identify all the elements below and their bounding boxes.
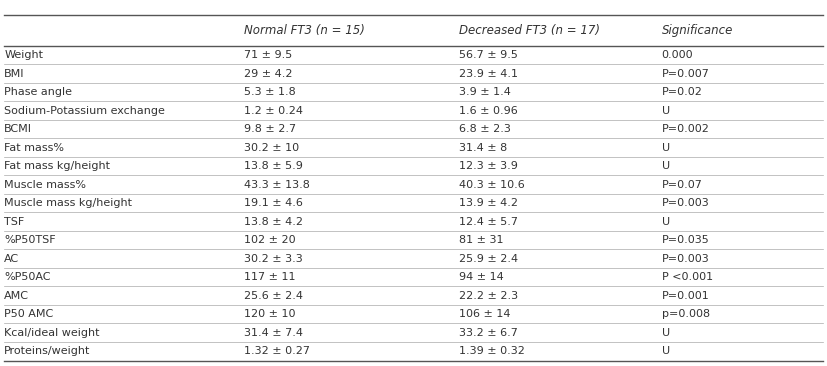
- Text: 23.9 ± 4.1: 23.9 ± 4.1: [459, 68, 518, 79]
- Text: Normal FT3 (n = 15): Normal FT3 (n = 15): [244, 24, 365, 37]
- Text: 25.9 ± 2.4: 25.9 ± 2.4: [459, 254, 518, 264]
- Text: %P50AC: %P50AC: [4, 272, 50, 282]
- Text: Sodium-Potassium exchange: Sodium-Potassium exchange: [4, 105, 165, 116]
- Text: 1.39 ± 0.32: 1.39 ± 0.32: [459, 346, 525, 356]
- Text: P50 AMC: P50 AMC: [4, 309, 54, 319]
- Text: P=0.02: P=0.02: [662, 87, 702, 97]
- Text: TSF: TSF: [4, 217, 24, 227]
- Text: 31.4 ± 8: 31.4 ± 8: [459, 143, 507, 153]
- Text: P <0.001: P <0.001: [662, 272, 713, 282]
- Text: 5.3 ± 1.8: 5.3 ± 1.8: [244, 87, 296, 97]
- Text: 13.8 ± 5.9: 13.8 ± 5.9: [244, 161, 303, 171]
- Text: Fat mass%: Fat mass%: [4, 143, 65, 153]
- Text: Kcal/ideal weight: Kcal/ideal weight: [4, 328, 99, 338]
- Text: 13.9 ± 4.2: 13.9 ± 4.2: [459, 198, 518, 208]
- Text: 9.8 ± 2.7: 9.8 ± 2.7: [244, 124, 296, 134]
- Text: Fat mass kg/height: Fat mass kg/height: [4, 161, 110, 171]
- Text: 94 ± 14: 94 ± 14: [459, 272, 504, 282]
- Text: P=0.003: P=0.003: [662, 254, 710, 264]
- Text: Significance: Significance: [662, 24, 733, 37]
- Text: 1.32 ± 0.27: 1.32 ± 0.27: [244, 346, 310, 356]
- Text: P=0.007: P=0.007: [662, 68, 710, 79]
- Text: P=0.002: P=0.002: [662, 124, 710, 134]
- Text: 22.2 ± 2.3: 22.2 ± 2.3: [459, 291, 518, 301]
- Text: Phase angle: Phase angle: [4, 87, 72, 97]
- Text: 12.3 ± 3.9: 12.3 ± 3.9: [459, 161, 518, 171]
- Text: Weight: Weight: [4, 50, 43, 60]
- Text: 25.6 ± 2.4: 25.6 ± 2.4: [244, 291, 303, 301]
- Text: 71 ± 9.5: 71 ± 9.5: [244, 50, 292, 60]
- Text: U: U: [662, 217, 670, 227]
- Text: 19.1 ± 4.6: 19.1 ± 4.6: [244, 198, 303, 208]
- Text: U: U: [662, 161, 670, 171]
- Text: 1.6 ± 0.96: 1.6 ± 0.96: [459, 105, 518, 116]
- Text: 31.4 ± 7.4: 31.4 ± 7.4: [244, 328, 303, 338]
- Text: 117 ± 11: 117 ± 11: [244, 272, 295, 282]
- Text: U: U: [662, 143, 670, 153]
- Text: 30.2 ± 3.3: 30.2 ± 3.3: [244, 254, 303, 264]
- Text: 12.4 ± 5.7: 12.4 ± 5.7: [459, 217, 518, 227]
- Text: Proteins/weight: Proteins/weight: [4, 346, 90, 356]
- Text: 40.3 ± 10.6: 40.3 ± 10.6: [459, 180, 525, 190]
- Text: Muscle mass kg/height: Muscle mass kg/height: [4, 198, 132, 208]
- Text: 81 ± 31: 81 ± 31: [459, 235, 504, 245]
- Text: 33.2 ± 6.7: 33.2 ± 6.7: [459, 328, 518, 338]
- Text: 102 ± 20: 102 ± 20: [244, 235, 295, 245]
- Text: p=0.008: p=0.008: [662, 309, 710, 319]
- Text: 56.7 ± 9.5: 56.7 ± 9.5: [459, 50, 518, 60]
- Text: U: U: [662, 346, 670, 356]
- Text: Decreased FT3 (n = 17): Decreased FT3 (n = 17): [459, 24, 600, 37]
- Text: 29 ± 4.2: 29 ± 4.2: [244, 68, 293, 79]
- Text: P=0.003: P=0.003: [662, 198, 710, 208]
- Text: U: U: [662, 105, 670, 116]
- Text: 3.9 ± 1.4: 3.9 ± 1.4: [459, 87, 511, 97]
- Text: 106 ± 14: 106 ± 14: [459, 309, 510, 319]
- Text: 30.2 ± 10: 30.2 ± 10: [244, 143, 299, 153]
- Text: BMI: BMI: [4, 68, 25, 79]
- Text: AMC: AMC: [4, 291, 29, 301]
- Text: 0.000: 0.000: [662, 50, 693, 60]
- Text: 120 ± 10: 120 ± 10: [244, 309, 295, 319]
- Text: U: U: [662, 328, 670, 338]
- Text: 1.2 ± 0.24: 1.2 ± 0.24: [244, 105, 303, 116]
- Text: 13.8 ± 4.2: 13.8 ± 4.2: [244, 217, 303, 227]
- Text: 6.8 ± 2.3: 6.8 ± 2.3: [459, 124, 511, 134]
- Text: Muscle mass%: Muscle mass%: [4, 180, 86, 190]
- Text: BCMI: BCMI: [4, 124, 32, 134]
- Text: AC: AC: [4, 254, 19, 264]
- Text: %P50TSF: %P50TSF: [4, 235, 55, 245]
- Text: P=0.07: P=0.07: [662, 180, 702, 190]
- Text: 43.3 ± 13.8: 43.3 ± 13.8: [244, 180, 310, 190]
- Text: P=0.035: P=0.035: [662, 235, 710, 245]
- Text: P=0.001: P=0.001: [662, 291, 710, 301]
